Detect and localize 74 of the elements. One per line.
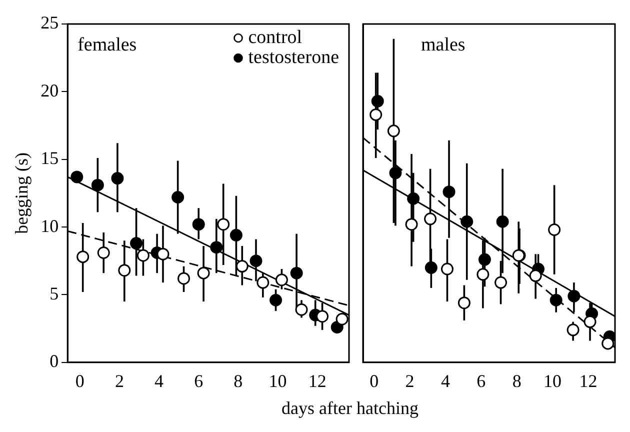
point (424, 212, 437, 226)
point (494, 276, 508, 289)
x-tick-label: 12 (308, 370, 326, 391)
x-tick-label: 2 (405, 370, 414, 391)
x-axis-title: days after hatching (280, 398, 420, 419)
point (548, 223, 561, 236)
point (295, 303, 308, 316)
point (496, 215, 509, 228)
point (172, 191, 184, 204)
point (550, 294, 562, 306)
point (270, 294, 282, 306)
point (91, 178, 104, 192)
point (97, 246, 110, 260)
x-tick-label: 6 (194, 370, 204, 391)
x-tick-label: 8 (234, 370, 243, 391)
y-tick-label: 5 (50, 283, 59, 304)
point (440, 262, 454, 276)
point (236, 260, 248, 273)
x-tick-label: 2 (114, 370, 124, 391)
point (192, 218, 205, 231)
point (387, 124, 400, 138)
y-tick-label: 15 (40, 148, 59, 168)
y-tick-label: 10 (40, 216, 59, 236)
point (111, 172, 124, 185)
point (178, 272, 190, 285)
point (529, 270, 542, 282)
point (566, 324, 580, 336)
x-tick-label: 0 (75, 370, 84, 391)
point (256, 276, 270, 289)
point (70, 170, 84, 184)
legend-label: testosterone (248, 46, 340, 68)
point (336, 312, 348, 326)
point (76, 250, 90, 264)
x-tick-label: 4 (154, 370, 164, 391)
point (370, 108, 382, 121)
point (290, 266, 303, 280)
point (405, 218, 418, 231)
x-tick-label: 4 (440, 370, 450, 391)
point (130, 237, 143, 250)
x-tick-label: 10 (544, 370, 562, 391)
point (476, 268, 490, 281)
point (568, 290, 580, 302)
legend-label: control (248, 26, 302, 48)
annotation: females (78, 34, 137, 56)
point (275, 274, 288, 286)
point (389, 166, 402, 180)
point (197, 266, 210, 280)
point (458, 296, 470, 310)
x-tick-label: 10 (268, 370, 287, 391)
point (602, 337, 614, 350)
point (210, 241, 223, 254)
y-axis-title: begging (s) (12, 152, 32, 234)
point (442, 186, 456, 198)
point (460, 215, 474, 228)
point (136, 249, 150, 262)
point (371, 94, 384, 108)
y-tick-label: 20 (40, 80, 59, 100)
point (584, 316, 596, 328)
point (156, 248, 170, 260)
annotation: males (421, 34, 466, 56)
point (217, 218, 230, 231)
point (407, 192, 420, 205)
point (118, 264, 131, 277)
x-tick-label: 8 (512, 370, 522, 391)
x-tick-label: 12 (579, 370, 598, 391)
x-tick-label: 6 (476, 370, 486, 391)
point (250, 254, 262, 268)
y-tick-label: 25 (40, 12, 59, 33)
point (424, 261, 438, 274)
point (478, 253, 491, 266)
point (316, 310, 329, 323)
x-tick-label: 0 (370, 370, 379, 391)
point (230, 228, 242, 242)
y-tick-label: 0 (50, 351, 59, 372)
